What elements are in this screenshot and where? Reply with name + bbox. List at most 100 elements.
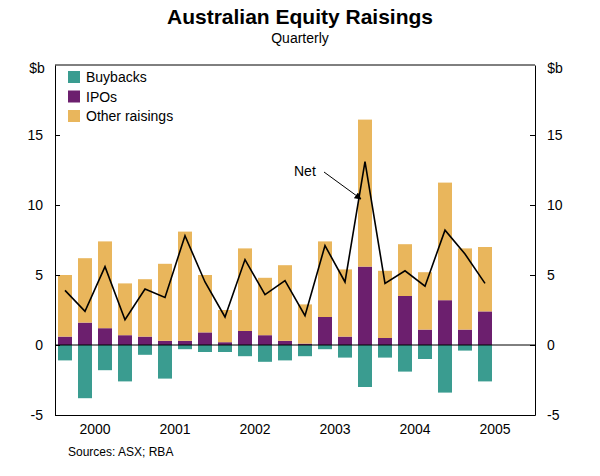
bar bbox=[358, 267, 372, 345]
title: Australian Equity Raisings bbox=[167, 5, 433, 28]
axis-line bbox=[56, 415, 536, 416]
tick-mark bbox=[55, 135, 60, 136]
axis-line bbox=[55, 66, 56, 416]
bar bbox=[438, 345, 452, 393]
bar bbox=[258, 335, 272, 345]
tick: 10 bbox=[530, 197, 563, 213]
bar bbox=[118, 335, 132, 345]
bar bbox=[258, 345, 272, 362]
tick-label: 5 bbox=[35, 267, 43, 283]
bar bbox=[198, 332, 212, 345]
legend-label: IPOs bbox=[86, 89, 117, 105]
tick-label: 2003 bbox=[319, 421, 350, 437]
subtitle: Quarterly bbox=[271, 30, 329, 46]
chart: Australian Equity RaisingsQuarterly$b$b-… bbox=[0, 0, 600, 476]
tick: 2004 bbox=[399, 421, 430, 437]
tick: 5 bbox=[35, 267, 60, 283]
bar bbox=[438, 300, 452, 345]
tick-label: 2001 bbox=[159, 421, 190, 437]
tick-label: 15 bbox=[547, 127, 563, 143]
bar bbox=[278, 265, 292, 341]
bar bbox=[418, 272, 432, 329]
x-axis: 2000 2001 2002 2003 2004 2005 bbox=[56, 416, 536, 437]
tick: 2003 bbox=[319, 421, 350, 437]
legend-item: Other raisings bbox=[68, 108, 173, 124]
bar bbox=[278, 345, 292, 360]
bar bbox=[98, 345, 112, 370]
tick-label: 10 bbox=[27, 197, 43, 213]
tick-label: 0 bbox=[547, 337, 555, 353]
tick: 15 bbox=[530, 127, 563, 143]
bar bbox=[58, 275, 72, 337]
legend-label: Buybacks bbox=[86, 69, 147, 85]
tick-label: 2002 bbox=[239, 421, 270, 437]
bar bbox=[58, 345, 72, 360]
bar bbox=[438, 183, 452, 301]
annotation: Net bbox=[294, 163, 316, 179]
bar bbox=[158, 345, 172, 379]
y2-axis-label: $b bbox=[547, 60, 563, 76]
y-axis-label: $b bbox=[29, 60, 45, 76]
tick-mark bbox=[530, 275, 535, 276]
bar bbox=[58, 337, 72, 345]
bar bbox=[398, 345, 412, 372]
bar bbox=[458, 330, 472, 345]
y-axis: -5 0 5 10 15 bbox=[27, 66, 60, 423]
tick-label: 2004 bbox=[399, 421, 430, 437]
bar bbox=[318, 345, 332, 349]
bar bbox=[278, 341, 292, 345]
bar bbox=[458, 345, 472, 351]
bar bbox=[78, 345, 92, 398]
bar bbox=[138, 279, 152, 336]
bar bbox=[478, 247, 492, 311]
tick: 10 bbox=[27, 197, 60, 213]
bar bbox=[398, 296, 412, 345]
tick: 0 bbox=[35, 337, 60, 353]
plot-area bbox=[58, 120, 492, 399]
tick-label: 5 bbox=[547, 267, 555, 283]
tick: 15 bbox=[27, 127, 60, 143]
annotation-arrow bbox=[324, 172, 361, 199]
tick-label: 15 bbox=[27, 127, 43, 143]
tick: 2002 bbox=[239, 421, 270, 437]
bar bbox=[418, 345, 432, 359]
tick-label: 10 bbox=[547, 197, 563, 213]
bar-series bbox=[58, 267, 492, 345]
tick: -5 bbox=[31, 407, 60, 423]
tick: -5 bbox=[530, 407, 560, 423]
bar bbox=[298, 304, 312, 343]
y2-axis: -5 0 5 10 15 bbox=[530, 66, 563, 423]
tick-mark bbox=[55, 345, 60, 346]
tick-label: 2005 bbox=[479, 421, 510, 437]
tick-mark bbox=[530, 205, 535, 206]
net-line bbox=[65, 162, 485, 320]
bar bbox=[318, 241, 332, 317]
bar bbox=[338, 337, 352, 345]
bar bbox=[158, 341, 172, 345]
tick-mark bbox=[55, 205, 60, 206]
bar bbox=[158, 264, 172, 341]
bar bbox=[98, 241, 112, 328]
tick: 5 bbox=[530, 267, 555, 283]
tick-mark bbox=[55, 275, 60, 276]
bar bbox=[478, 311, 492, 345]
tick: 2000 bbox=[79, 421, 110, 437]
bar-series bbox=[58, 120, 492, 344]
bar bbox=[478, 345, 492, 381]
bar bbox=[118, 283, 132, 335]
bar bbox=[238, 345, 252, 356]
bar-series bbox=[58, 345, 492, 398]
bar bbox=[338, 345, 352, 358]
tick-label: 0 bbox=[35, 337, 43, 353]
bar bbox=[178, 341, 192, 345]
bar bbox=[178, 345, 192, 349]
bar bbox=[138, 345, 152, 355]
tick-label: -5 bbox=[31, 407, 44, 423]
bar bbox=[318, 317, 332, 345]
frame-top bbox=[55, 65, 535, 66]
bar bbox=[78, 258, 92, 322]
legend-swatch bbox=[68, 91, 80, 103]
bar bbox=[138, 337, 152, 345]
legend-item: IPOs bbox=[68, 89, 117, 105]
source: Sources: ASX; RBA bbox=[68, 445, 173, 459]
